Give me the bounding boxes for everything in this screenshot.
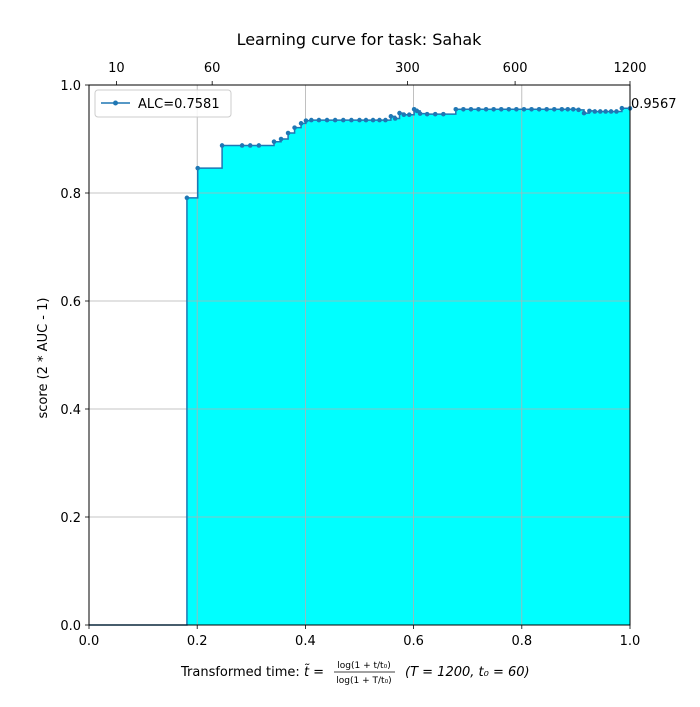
data-point bbox=[370, 117, 376, 123]
data-point bbox=[357, 117, 362, 123]
data-point bbox=[377, 117, 382, 123]
svg-text:Transformed time: t̃ =: Transformed time: t̃ = bbox=[180, 665, 324, 680]
data-point bbox=[483, 107, 489, 112]
y-tick-label: 0.8 bbox=[60, 187, 81, 202]
data-point bbox=[256, 143, 262, 148]
x-axis-ticks: 0.0 0.2 0.4 0.6 0.8 1.0 bbox=[79, 625, 641, 649]
data-point bbox=[544, 107, 549, 112]
data-point bbox=[559, 107, 565, 112]
area-fill-path bbox=[89, 108, 630, 626]
data-point bbox=[570, 107, 576, 112]
x-label-params: (T = 1200, t₀ = 60) bbox=[405, 665, 530, 680]
y-tick-label: 0.0 bbox=[60, 619, 81, 634]
data-point bbox=[461, 107, 466, 112]
x-label-eq: = bbox=[309, 665, 324, 680]
data-point bbox=[468, 107, 474, 112]
area-fill bbox=[89, 108, 630, 626]
data-point bbox=[581, 110, 587, 116]
legend-entry-label: ALC=0.7581 bbox=[138, 97, 220, 112]
top-tick-label: 60 bbox=[204, 61, 221, 76]
data-point bbox=[514, 107, 519, 112]
data-point bbox=[587, 108, 592, 114]
top-tick-label: 600 bbox=[503, 61, 528, 76]
data-point bbox=[303, 118, 309, 123]
x-tick-label: 1.0 bbox=[620, 634, 641, 649]
y-tick-label: 0.6 bbox=[60, 295, 81, 310]
x-axis-label: Transformed time: t̃ = log(1 + t/t₀) log… bbox=[180, 661, 530, 686]
data-point bbox=[184, 195, 190, 201]
top-tick-label: 300 bbox=[395, 61, 420, 76]
data-point bbox=[597, 109, 603, 114]
data-point bbox=[619, 105, 625, 111]
data-point bbox=[498, 107, 504, 112]
y-tick-label: 1.0 bbox=[60, 79, 81, 94]
data-point bbox=[608, 109, 614, 114]
data-point bbox=[551, 107, 557, 112]
final-score-label: 0.9567 bbox=[631, 97, 677, 112]
x-label-tvar: t̃ bbox=[304, 665, 310, 680]
data-point bbox=[614, 109, 619, 114]
data-point bbox=[506, 107, 512, 112]
data-point bbox=[392, 116, 398, 121]
chart-title: Learning curve for task: Sahak bbox=[237, 30, 483, 49]
data-point bbox=[424, 111, 430, 117]
data-point bbox=[603, 109, 608, 114]
plot-frame bbox=[88, 84, 631, 626]
data-point bbox=[340, 117, 346, 123]
data-point bbox=[349, 117, 354, 123]
data-point bbox=[592, 109, 598, 114]
data-point bbox=[521, 107, 527, 112]
legend: ALC=0.7581 bbox=[94, 89, 232, 118]
data-point bbox=[476, 107, 481, 112]
x-tick-label: 0.8 bbox=[511, 634, 532, 649]
data-point bbox=[432, 111, 438, 117]
top-tick-label: 1200 bbox=[613, 61, 646, 76]
data-point bbox=[324, 117, 330, 123]
y-tick-label: 0.2 bbox=[60, 511, 81, 526]
data-point bbox=[239, 143, 245, 148]
data-point bbox=[406, 112, 412, 117]
data-point bbox=[271, 139, 277, 144]
y-axis-label: score (2 * AUC - 1) bbox=[36, 298, 51, 419]
data-point bbox=[388, 114, 394, 119]
data-point bbox=[401, 112, 407, 117]
data-point bbox=[383, 117, 388, 123]
data-point bbox=[491, 107, 496, 112]
data-point bbox=[292, 125, 297, 130]
data-point bbox=[441, 111, 446, 117]
grid-lines bbox=[89, 85, 630, 625]
data-point bbox=[195, 165, 201, 171]
y-axis-ticks: 0.0 0.2 0.4 0.6 0.8 1.0 bbox=[60, 79, 89, 634]
data-point bbox=[536, 107, 542, 112]
data-point bbox=[397, 110, 402, 116]
data-point bbox=[278, 136, 284, 142]
data-point bbox=[247, 143, 253, 148]
data-point bbox=[453, 107, 459, 112]
data-point bbox=[298, 121, 304, 126]
x-tick-label: 0.6 bbox=[403, 634, 424, 649]
data-point bbox=[417, 111, 423, 116]
data-point bbox=[565, 107, 571, 112]
x-label-numerator: log(1 + t/t₀) bbox=[337, 661, 390, 671]
data-point bbox=[285, 130, 291, 136]
x-tick-label: 0.0 bbox=[79, 634, 100, 649]
data-point bbox=[316, 117, 322, 123]
x-tick-label: 0.2 bbox=[187, 634, 208, 649]
x-label-prefix: Transformed time: bbox=[180, 665, 304, 680]
top-tick-label: 10 bbox=[108, 61, 125, 76]
data-point bbox=[219, 143, 225, 148]
x-tick-label: 0.4 bbox=[295, 634, 316, 649]
data-markers bbox=[184, 105, 633, 201]
top-axis-ticks: 10 60 300 600 1200 bbox=[108, 61, 647, 85]
data-point bbox=[363, 117, 369, 123]
y-tick-label: 0.4 bbox=[60, 403, 81, 418]
x-label-denominator: log(1 + T/t₀) bbox=[336, 676, 391, 686]
data-point bbox=[309, 117, 314, 123]
data-point bbox=[529, 107, 534, 112]
data-point bbox=[332, 117, 338, 123]
data-point bbox=[414, 108, 420, 114]
data-point bbox=[576, 107, 581, 113]
